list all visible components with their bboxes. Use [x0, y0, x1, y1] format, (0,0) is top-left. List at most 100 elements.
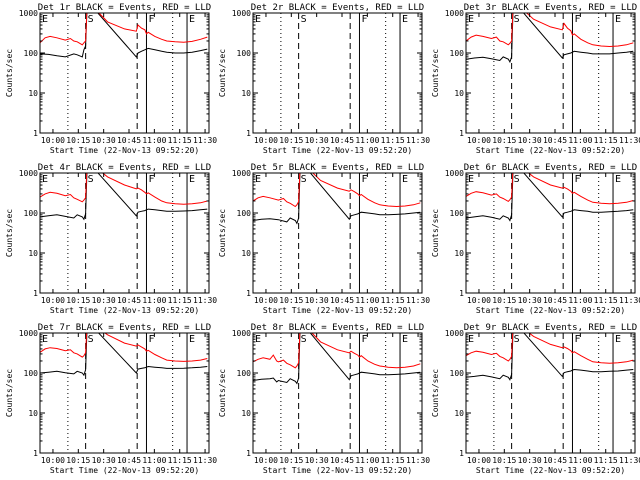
x-tick-label: 10:00 [41, 296, 65, 305]
x-tick-label: 10:00 [254, 296, 278, 305]
event-marker-label: E [468, 174, 474, 185]
y-tick-label: 10 [454, 409, 464, 418]
x-tick-label: 10:15 [279, 136, 303, 145]
y-tick-label: 100 [24, 369, 39, 378]
x-tick-label: 10:30 [305, 136, 329, 145]
x-tick-label: 11:30 [619, 296, 640, 305]
plot-area [466, 13, 634, 133]
event-marker-label: F [361, 334, 367, 345]
x-tick-label: 11:00 [355, 296, 379, 305]
x-tick-label: 10:00 [254, 456, 278, 465]
panel-title: Det 5r BLACK = Events, RED = LLD [251, 163, 424, 173]
y-tick-label: 100 [237, 49, 252, 58]
plot-area [40, 173, 208, 293]
series-events-line [466, 13, 634, 64]
x-tick-label: 11:15 [168, 136, 192, 145]
y-tick-label: 10 [241, 409, 251, 418]
x-tick-label: 10:30 [305, 296, 329, 305]
x-tick-label: 10:00 [467, 136, 491, 145]
x-tick-label: 11:15 [381, 296, 405, 305]
x-tick-label: 10:45 [543, 296, 567, 305]
event-marker-label: E [468, 14, 474, 25]
series-lld-line [40, 333, 208, 362]
event-marker-label: F [148, 174, 154, 185]
x-tick-label: 11:30 [406, 136, 430, 145]
event-marker-label: S [88, 14, 94, 25]
y-tick-label: 1000 [19, 169, 38, 178]
x-tick-label: 11:15 [594, 136, 618, 145]
panel-title: Det 3r BLACK = Events, RED = LLD [464, 3, 637, 13]
x-tick-label: 10:15 [279, 456, 303, 465]
y-tick-label: 1 [33, 289, 38, 298]
series-events-line [40, 333, 208, 377]
y-tick-label: 100 [450, 369, 465, 378]
x-tick-label: 10:00 [41, 456, 65, 465]
y-axis-label: Counts/sec [218, 209, 227, 257]
event-marker-label: F [148, 14, 154, 25]
x-tick-label: 10:45 [117, 296, 141, 305]
x-axis-label: Start Time (22-Nov-13 09:52:20) [50, 466, 199, 475]
y-axis-label: Counts/sec [218, 369, 227, 417]
x-tick-label: 10:15 [66, 296, 90, 305]
plot-frame [252, 12, 423, 134]
y-axis-label: Counts/sec [431, 369, 440, 417]
event-marker-label: E [615, 334, 621, 345]
event-marker-label: E [402, 334, 408, 345]
event-marker-label: E [255, 14, 261, 25]
event-marker-label: F [148, 334, 154, 345]
x-tick-label: 10:15 [66, 456, 90, 465]
x-tick-label: 10:30 [518, 136, 542, 145]
x-tick-label: 10:15 [492, 456, 516, 465]
x-tick-label: 11:30 [406, 296, 430, 305]
x-tick-label: 11:15 [381, 456, 405, 465]
y-tick-label: 1 [246, 289, 251, 298]
y-tick-label: 10 [241, 249, 251, 258]
y-tick-label: 10 [241, 89, 251, 98]
x-tick-label: 11:00 [568, 136, 592, 145]
x-tick-label: 11:30 [193, 456, 217, 465]
plot-frame [252, 172, 423, 294]
y-axis-label: Counts/sec [218, 49, 227, 97]
series-events-line [466, 333, 634, 381]
y-axis-label: Counts/sec [5, 49, 14, 97]
series-lld-line [253, 333, 421, 369]
y-tick-label: 100 [450, 209, 465, 218]
x-tick-label: 10:15 [492, 296, 516, 305]
x-axis-label: Start Time (22-Nov-13 09:52:20) [476, 146, 625, 155]
event-marker-label: S [514, 334, 520, 345]
y-tick-label: 1 [246, 449, 251, 458]
x-tick-label: 11:30 [193, 136, 217, 145]
x-tick-label: 11:30 [619, 456, 640, 465]
plot-area [253, 13, 401, 133]
x-axis-label: Start Time (22-Nov-13 09:52:20) [476, 306, 625, 315]
y-tick-label: 100 [24, 209, 39, 218]
x-tick-label: 11:00 [355, 456, 379, 465]
series-lld-line [466, 13, 634, 48]
series-events-line [40, 13, 208, 58]
plot-frame [39, 332, 210, 454]
y-tick-label: 10 [28, 89, 38, 98]
y-tick-label: 10 [28, 249, 38, 258]
panel-title: Det 7r BLACK = Events, RED = LLD [38, 323, 211, 333]
y-tick-label: 10 [454, 249, 464, 258]
plot-area [466, 173, 634, 293]
event-marker-label: F [574, 174, 580, 185]
event-marker-label: E [255, 334, 261, 345]
x-tick-label: 11:30 [619, 136, 640, 145]
x-tick-label: 11:15 [381, 136, 405, 145]
x-tick-label: 11:15 [168, 296, 192, 305]
y-tick-label: 10 [28, 409, 38, 418]
panel-title: Det 4r BLACK = Events, RED = LLD [38, 163, 211, 173]
y-tick-label: 1 [459, 289, 464, 298]
y-tick-label: 1 [33, 449, 38, 458]
x-tick-label: 11:30 [193, 296, 217, 305]
event-marker-label: S [301, 334, 307, 345]
x-tick-label: 11:30 [406, 456, 430, 465]
y-axis-label: Counts/sec [431, 49, 440, 97]
panel-title: Det 9r BLACK = Events, RED = LLD [464, 323, 637, 333]
x-axis-label: Start Time (22-Nov-13 09:52:20) [476, 466, 625, 475]
y-tick-label: 1000 [445, 329, 464, 338]
x-tick-label: 10:30 [518, 296, 542, 305]
